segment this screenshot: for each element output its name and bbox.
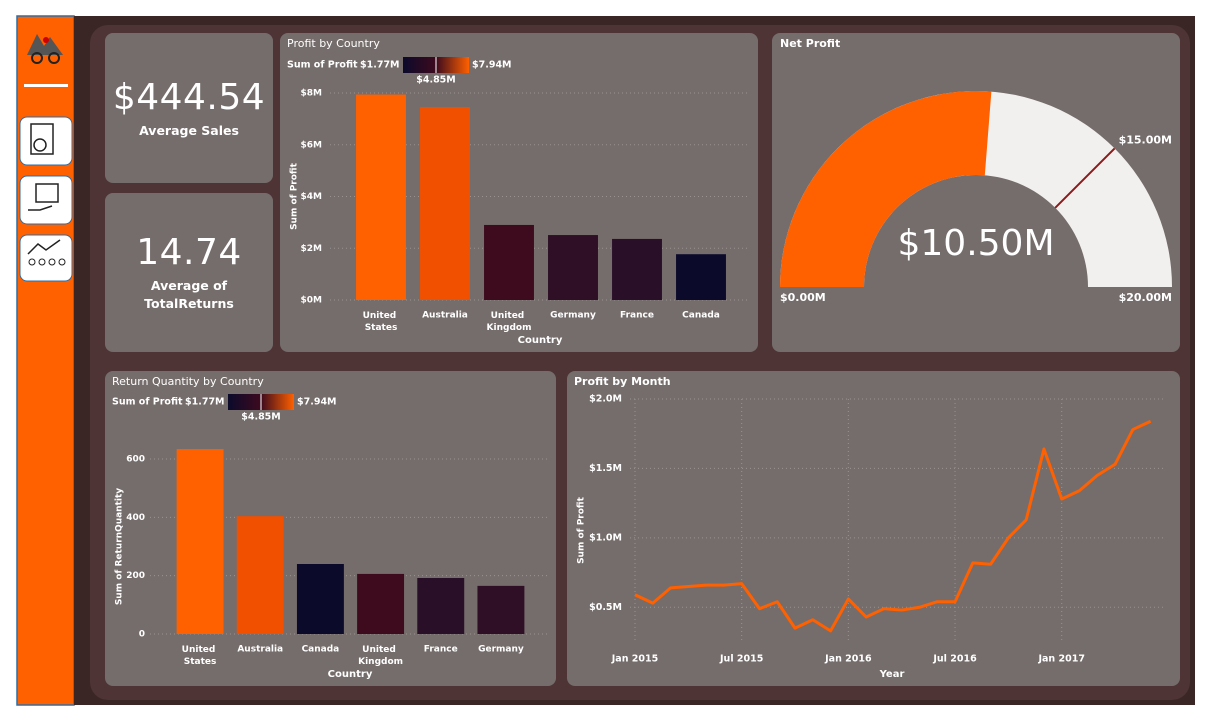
chart-panel: [280, 33, 758, 352]
sidebar-divider: [24, 84, 68, 87]
gauge-min-label: $0.00M: [780, 291, 826, 304]
x-tick-label: Jan 2015: [611, 654, 658, 665]
y-tick-label: $4M: [301, 192, 323, 202]
gauge-max-label: $20.00M: [1119, 291, 1172, 304]
line-series: [634, 419, 1152, 633]
bar: [417, 578, 465, 634]
legend-mid: $4.85M: [416, 75, 456, 86]
x-tick-label: France: [620, 311, 654, 321]
x-tick-label: United Kingdom: [358, 645, 403, 667]
x-tick-label: United Kingdom: [487, 311, 532, 333]
bar: [356, 94, 406, 301]
y-tick-label: $6M: [301, 140, 323, 150]
x-tick-label: Jan 2017: [1037, 654, 1084, 665]
x-tick-label: United States: [182, 645, 219, 667]
y-axis-title: Sum of Profit: [577, 496, 587, 564]
y-axis-title: Sum of Profit: [290, 162, 300, 230]
chart-panel: [105, 371, 556, 686]
legend-min: $1.77M: [360, 60, 400, 71]
chart-title: Return Quantity by Country: [112, 375, 264, 388]
chart-title: Net Profit: [780, 37, 840, 50]
y-tick-label: 0: [139, 630, 145, 640]
y-tick-label: $2.0M: [589, 394, 622, 405]
x-tick-label: United States: [363, 311, 400, 333]
y-tick-label: $0.5M: [589, 602, 622, 613]
nav-returns[interactable]: [19, 175, 73, 225]
gauge-value-label: $10.50M: [897, 223, 1054, 264]
nav-customers[interactable]: [19, 234, 73, 282]
nav-report[interactable]: [19, 116, 73, 166]
x-tick-label: Australia: [422, 311, 468, 321]
bar: [477, 585, 525, 634]
x-tick-label: Canada: [682, 311, 720, 321]
legend-max: $7.94M: [472, 60, 512, 71]
x-tick-label: Germany: [550, 311, 596, 321]
kpi-label: Average Sales: [139, 122, 239, 138]
legend-title: Sum of Profit: [287, 60, 358, 71]
y-tick-label: 400: [126, 513, 145, 523]
y-tick-label: $8M: [301, 89, 323, 99]
bar: [236, 516, 284, 634]
y-tick-label: 600: [126, 455, 145, 465]
gauge-target-label: $15.00M: [1119, 133, 1172, 146]
x-tick-label: Australia: [237, 645, 283, 655]
x-axis-title: Country: [518, 335, 563, 346]
x-tick-label: Germany: [478, 645, 524, 655]
kpi-card: $444.54 Average Sales: [105, 33, 273, 183]
bar: [296, 564, 344, 634]
legend-mid: $4.85M: [241, 412, 281, 423]
bar: [176, 449, 224, 634]
y-tick-label: $1.0M: [589, 532, 622, 543]
bar: [357, 573, 405, 634]
kpi-value: $444.54: [112, 76, 266, 118]
y-tick-label: $2M: [301, 244, 323, 254]
card-panel: [105, 193, 273, 352]
x-tick-label: Canada: [302, 645, 340, 655]
x-tick-label: Jul 2016: [932, 654, 977, 665]
y-axis-title: Sum of ReturnQuantity: [115, 488, 125, 605]
y-tick-label: $1.5M: [589, 463, 622, 474]
kpi-label: Average of TotalReturns: [144, 278, 234, 311]
x-axis-title: Year: [879, 669, 905, 680]
bar: [676, 254, 726, 300]
x-tick-label: Jan 2016: [824, 654, 872, 665]
y-tick-label: $0M: [301, 296, 323, 306]
kpi-card: 14.74 Average of TotalReturns: [105, 193, 273, 352]
legend-min: $1.77M: [185, 397, 225, 408]
chart-panel: [772, 33, 1180, 352]
x-tick-label: France: [424, 645, 458, 655]
legend-title: Sum of Profit: [112, 397, 183, 408]
y-tick-label: 200: [126, 571, 145, 581]
x-axis-title: Country: [328, 669, 373, 680]
kpi-value: 14.74: [136, 232, 242, 273]
bar: [484, 224, 534, 300]
bar: [612, 238, 662, 300]
bar: [420, 106, 470, 300]
chart-title: Profit by Month: [574, 375, 671, 388]
x-tick-label: Jul 2015: [719, 654, 763, 665]
card-panel: [105, 33, 273, 183]
gauge-target: [1054, 147, 1116, 209]
logo: [25, 26, 65, 66]
chart-title: Profit by Country: [287, 37, 380, 50]
legend-max: $7.94M: [297, 397, 337, 408]
bar: [548, 235, 598, 300]
chart-panel: [567, 371, 1180, 686]
gauge-value: [780, 90, 992, 287]
